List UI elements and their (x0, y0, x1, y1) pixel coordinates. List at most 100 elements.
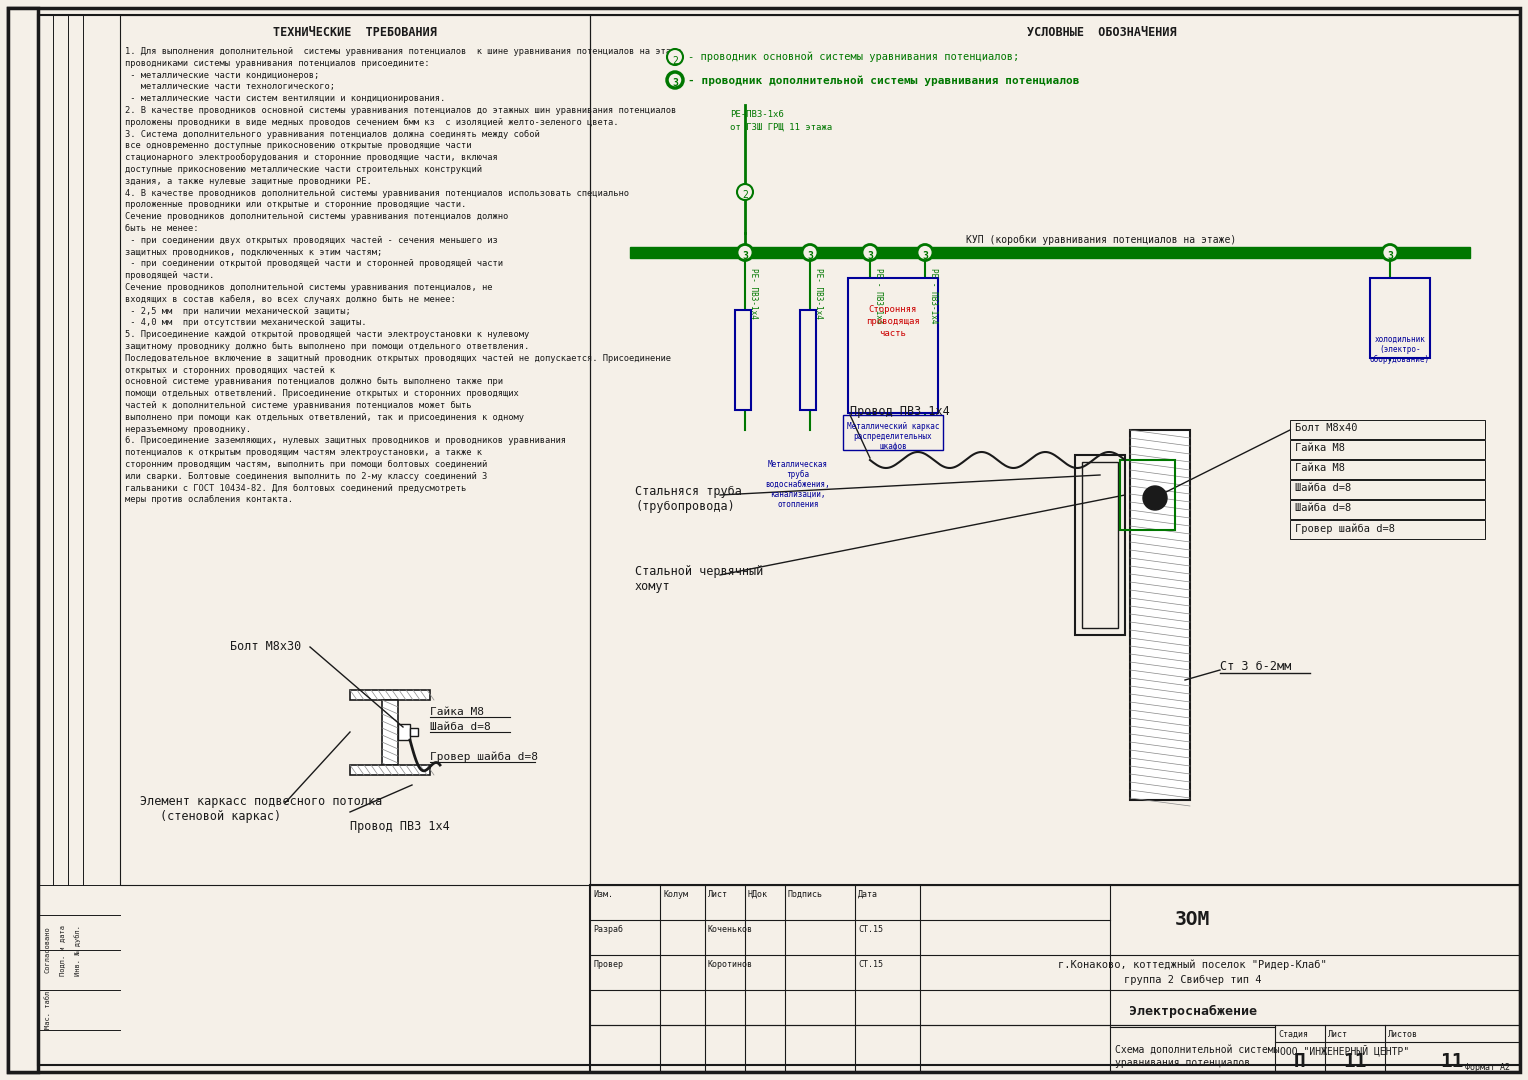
Text: (электро-: (электро- (1380, 345, 1421, 354)
Text: все одновременно доступные прикосновению открытые проводящие части: все одновременно доступные прикосновению… (125, 141, 472, 150)
Text: Инв. № дубл.: Инв. № дубл. (75, 924, 81, 975)
Text: Схема дополнительной системы: Схема дополнительной системы (1115, 1045, 1279, 1055)
Text: сторонним проводящим частям, выполнить при помощи болтовых соединений: сторонним проводящим частям, выполнить п… (125, 460, 487, 469)
Circle shape (668, 49, 683, 65)
Bar (1082, 462, 1118, 627)
Text: 3: 3 (866, 251, 872, 261)
Text: распределительных: распределительных (854, 432, 932, 441)
Text: часть: часть (880, 329, 906, 338)
Text: ТЕХНИЧЕСКИЕ  ТРЕБОВАНИЯ: ТЕХНИЧЕСКИЕ ТРЕБОВАНИЯ (274, 27, 437, 40)
Circle shape (1381, 244, 1398, 260)
Text: Стадия: Стадия (1277, 1030, 1308, 1039)
Text: - при соединении открытой проводящей части и сторонней проводящей части: - при соединении открытой проводящей час… (125, 259, 503, 269)
Text: Сечение проводников дополнительной системы уравнивания потенциалов, не: Сечение проводников дополнительной систе… (125, 283, 492, 292)
Bar (735, 310, 750, 410)
Text: (стеновой каркас): (стеновой каркас) (160, 810, 281, 823)
Bar (382, 700, 397, 765)
Text: входящих в состав кабеля, во всех случаях должно быть не менее:: входящих в состав кабеля, во всех случая… (125, 295, 455, 303)
Text: Шайба d=8: Шайба d=8 (1296, 503, 1351, 513)
Text: КУП (коробки уравнивания потенциалов на этаже): КУП (коробки уравнивания потенциалов на … (966, 235, 1236, 245)
Text: 3. Система дополнительного уравнивания потенциалов должна соединять между собой: 3. Система дополнительного уравнивания п… (125, 130, 539, 138)
Text: Коротинов: Коротинов (707, 960, 753, 969)
Text: - при соединении двух открытых проводящих частей - сечения меньшего из: - при соединении двух открытых проводящи… (125, 235, 498, 245)
Text: канализации,: канализации, (770, 490, 825, 499)
Text: уравнивания потенциалов: уравнивания потенциалов (1115, 1058, 1250, 1068)
Text: РЕ-ПВЗ-1х6: РЕ-ПВЗ-1х6 (730, 110, 784, 119)
Text: Подп. и дата: Подп. и дата (60, 924, 66, 975)
Text: ООО "ИНЖЕНЕРНЫЙ ЦЕНТР": ООО "ИНЖЕНЕРНЫЙ ЦЕНТР" (1280, 1045, 1409, 1056)
Text: Сечение проводников дополнительной системы уравнивания потенциалов должно: Сечение проводников дополнительной систе… (125, 212, 509, 221)
Bar (1371, 278, 1430, 357)
Text: Гровер шайба d=8: Гровер шайба d=8 (1296, 523, 1395, 534)
Text: Металлический каркас: Металлический каркас (847, 422, 940, 431)
Circle shape (1143, 486, 1167, 510)
Text: 3: 3 (921, 251, 927, 261)
Bar (1120, 460, 1175, 530)
Text: защитному проводнику должно быть выполнено при помощи отдельного ответвления.: защитному проводнику должно быть выполне… (125, 342, 529, 351)
Bar (801, 310, 816, 410)
Text: доступные прикосновению металлические части строительных конструкций: доступные прикосновению металлические ча… (125, 165, 481, 174)
Text: гальваники с ГОСТ 10434-82. Для болтовых соединений предусмотреть: гальваники с ГОСТ 10434-82. Для болтовых… (125, 484, 466, 492)
Bar (1290, 519, 1485, 539)
Text: Лист: Лист (1328, 1030, 1348, 1039)
Text: меры против ослабления контакта.: меры против ослабления контакта. (125, 496, 293, 504)
Text: 11: 11 (1441, 1052, 1464, 1071)
Text: Болт М8х30: Болт М8х30 (231, 640, 301, 653)
Text: Элемент каркасс подвесного потолка: Элемент каркасс подвесного потолка (141, 795, 382, 808)
Text: Гайка М8: Гайка М8 (1296, 463, 1345, 473)
Text: - проводник основной системы уравнивания потенциалов;: - проводник основной системы уравнивания… (688, 52, 1019, 63)
Text: - 4,0 мм  при отсутствии механической защиты.: - 4,0 мм при отсутствии механической защ… (125, 319, 367, 327)
Bar (8, 8, 38, 1072)
Bar (1290, 500, 1485, 519)
Text: НДок: НДок (749, 890, 769, 899)
Text: Металлическая: Металлическая (769, 460, 828, 469)
Text: выполнено при помощи как отдельных ответвлений, так и присоединения к одному: выполнено при помощи как отдельных ответ… (125, 413, 524, 422)
Text: 2: 2 (743, 190, 747, 201)
Text: Провод ПВЗ 1х4: Провод ПВЗ 1х4 (850, 405, 950, 418)
Text: Дата: Дата (859, 890, 879, 899)
Text: УСЛОВНЫЕ  ОБОЗНАЧЕНИЯ: УСЛОВНЫЕ ОБОЗНАЧЕНИЯ (1027, 27, 1177, 40)
Text: 5. Присоединение каждой открытой проводящей части электроустановки к нулевому: 5. Присоединение каждой открытой проводя… (125, 330, 529, 339)
Text: Сторонняя: Сторонняя (869, 305, 917, 314)
Text: Разраб: Разраб (593, 924, 623, 934)
Text: П: П (1294, 1052, 1306, 1071)
Bar (630, 247, 1470, 258)
Text: частей к дополнительной системе уравнивания потенциалов может быть: частей к дополнительной системе уравнива… (125, 401, 472, 410)
Text: 3: 3 (1387, 251, 1394, 261)
Text: потенциалов к открытым проводящим частям электроустановки, а также к: потенциалов к открытым проводящим частям… (125, 448, 481, 457)
Bar (350, 765, 429, 775)
Text: проводящая: проводящая (866, 318, 920, 326)
Circle shape (917, 244, 934, 260)
Text: Стальняся труба: Стальняся труба (636, 485, 743, 498)
Text: (трубопровода): (трубопровода) (636, 500, 735, 513)
Bar (1290, 420, 1485, 438)
Text: Изм.: Изм. (593, 890, 613, 899)
Text: РЕ - ПВЗ-1х4: РЕ - ПВЗ-1х4 (929, 268, 938, 324)
Text: Формат А2: Формат А2 (1465, 1063, 1510, 1072)
Text: стационарного электрооборудования и сторонние проводящие части, включая: стационарного электрооборудования и стор… (125, 153, 498, 162)
Text: или сварки. Болтовые соединения выполнить по 2-му классу соединений 3: или сварки. Болтовые соединения выполнит… (125, 472, 487, 481)
Text: группа 2 Свибчер тип 4: группа 2 Свибчер тип 4 (1123, 975, 1261, 985)
Circle shape (862, 244, 879, 260)
Bar (1131, 430, 1190, 800)
Text: Гровер шайба d=8: Гровер шайба d=8 (429, 752, 538, 762)
Text: Шайба d=8: Шайба d=8 (1296, 483, 1351, 492)
Text: Гайка М8: Гайка М8 (1296, 443, 1345, 453)
Bar (350, 690, 429, 700)
Text: быть не менее:: быть не менее: (125, 224, 199, 233)
Bar (1290, 460, 1485, 480)
Text: 1. Для выполнения дополнительной  системы уравнивания потенциалов  к шине уравни: 1. Для выполнения дополнительной системы… (125, 48, 681, 56)
Text: - 2,5 мм  при наличии механической защиты;: - 2,5 мм при наличии механической защиты… (125, 307, 351, 315)
Text: 2: 2 (672, 55, 678, 66)
Text: Колум: Колум (663, 890, 688, 899)
Bar (590, 885, 1520, 1072)
Text: Гайка М8: Гайка М8 (429, 707, 484, 717)
Text: Коченьков: Коченьков (707, 924, 753, 934)
Bar (590, 15, 1520, 885)
Text: от ГЗШ ГРЩ 11 этажа: от ГЗШ ГРЩ 11 этажа (730, 123, 833, 132)
Text: ЗОМ: ЗОМ (1175, 910, 1210, 929)
Text: проводниками системы уравнивания потенциалов присоедините:: проводниками системы уравнивания потенци… (125, 58, 429, 68)
Text: - проводник дополнительной системы уравнивания потенциалов: - проводник дополнительной системы уравн… (688, 75, 1079, 85)
Text: Провер: Провер (593, 960, 623, 969)
Text: защитных проводников, подключенных к этим частям;: защитных проводников, подключенных к эти… (125, 247, 382, 257)
